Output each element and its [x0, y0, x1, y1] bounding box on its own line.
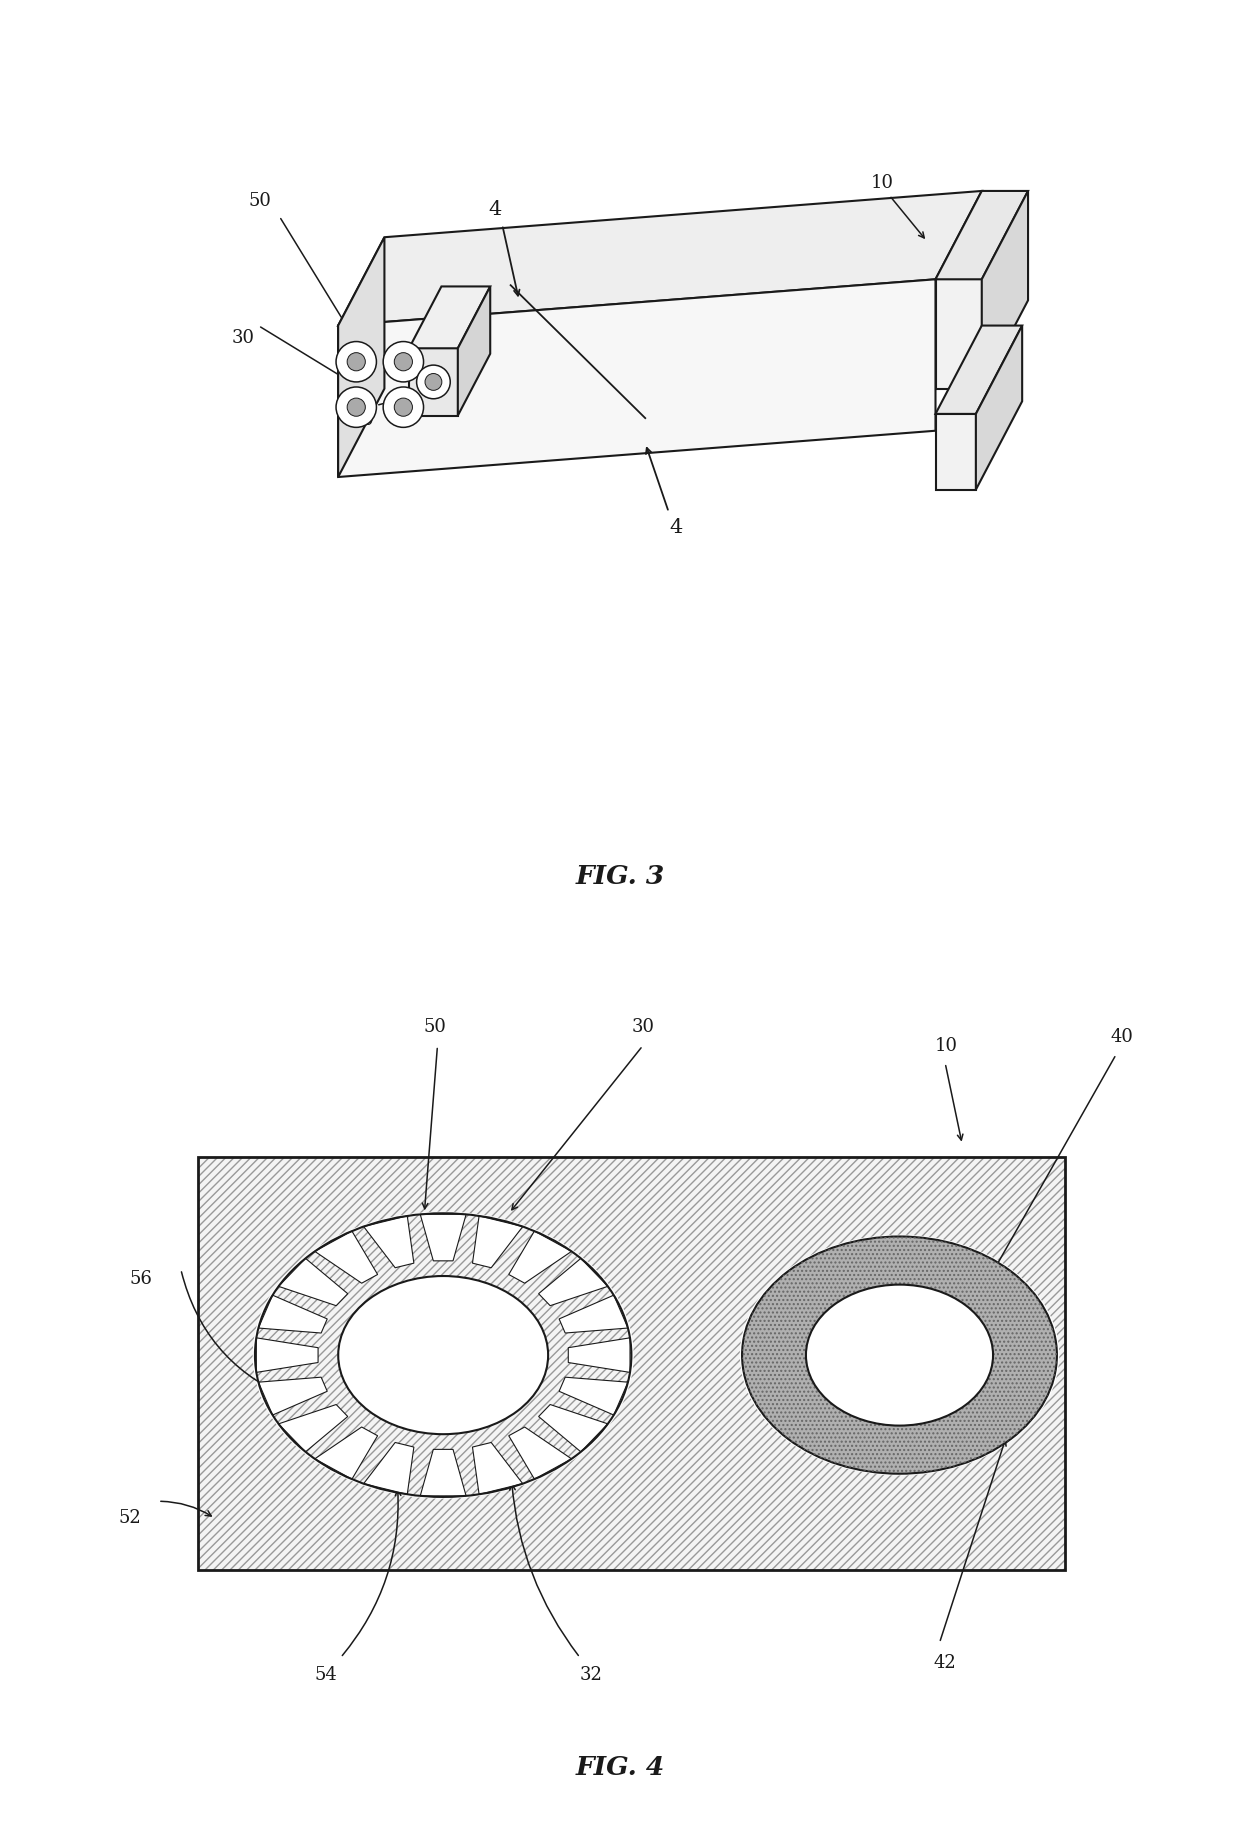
Polygon shape [409, 348, 458, 415]
Text: 40: 40 [1111, 1028, 1133, 1046]
Polygon shape [339, 280, 935, 477]
Polygon shape [508, 1231, 572, 1284]
Circle shape [417, 366, 450, 399]
Circle shape [347, 399, 366, 417]
Text: 50: 50 [424, 1017, 446, 1035]
Circle shape [806, 1284, 993, 1425]
Circle shape [253, 1211, 634, 1498]
Text: 52: 52 [118, 1509, 141, 1527]
Polygon shape [420, 1449, 466, 1496]
Polygon shape [538, 1258, 608, 1306]
Circle shape [339, 1277, 548, 1434]
Circle shape [336, 388, 377, 428]
Polygon shape [363, 1216, 414, 1267]
Polygon shape [935, 280, 982, 390]
Polygon shape [279, 1405, 347, 1452]
Text: 4: 4 [489, 199, 502, 219]
Polygon shape [315, 1231, 378, 1284]
Text: 54: 54 [314, 1666, 337, 1685]
Polygon shape [472, 1216, 523, 1267]
Circle shape [394, 353, 413, 371]
Text: 30: 30 [232, 329, 254, 348]
Polygon shape [458, 287, 490, 415]
Polygon shape [257, 1337, 319, 1372]
Polygon shape [279, 1258, 347, 1306]
Polygon shape [559, 1377, 627, 1416]
Bar [198, 1158, 1065, 1569]
Polygon shape [409, 287, 490, 348]
Polygon shape [935, 190, 1028, 280]
Circle shape [347, 353, 366, 371]
Polygon shape [363, 1443, 414, 1494]
Circle shape [742, 1236, 1056, 1474]
Circle shape [425, 373, 441, 390]
Bar [198, 1158, 1065, 1569]
Text: 4: 4 [670, 518, 683, 538]
Circle shape [255, 1213, 631, 1496]
Text: 32: 32 [580, 1666, 603, 1685]
Polygon shape [559, 1295, 627, 1333]
Polygon shape [976, 326, 1022, 490]
Circle shape [336, 342, 377, 382]
Polygon shape [538, 1405, 608, 1452]
Polygon shape [315, 1427, 378, 1480]
Circle shape [383, 388, 424, 428]
Bar [198, 1158, 1065, 1569]
Polygon shape [982, 190, 1028, 390]
Text: 50: 50 [248, 192, 272, 210]
Polygon shape [568, 1337, 630, 1372]
Text: 42: 42 [934, 1653, 956, 1672]
Polygon shape [472, 1443, 523, 1494]
Polygon shape [258, 1377, 327, 1416]
Circle shape [394, 399, 413, 417]
Polygon shape [420, 1214, 466, 1260]
Circle shape [383, 342, 424, 382]
Circle shape [740, 1235, 1059, 1476]
Text: FIG. 3: FIG. 3 [575, 863, 665, 889]
Polygon shape [935, 326, 1022, 413]
Text: 10: 10 [870, 174, 894, 192]
Polygon shape [339, 238, 384, 477]
Polygon shape [339, 190, 982, 326]
Text: 10: 10 [935, 1037, 957, 1055]
Polygon shape [258, 1295, 327, 1333]
Polygon shape [935, 413, 976, 490]
Text: 40: 40 [352, 412, 374, 428]
Text: 56: 56 [129, 1271, 153, 1288]
Polygon shape [508, 1427, 572, 1480]
Text: FIG. 4: FIG. 4 [575, 1756, 665, 1780]
Text: 30: 30 [631, 1017, 655, 1035]
